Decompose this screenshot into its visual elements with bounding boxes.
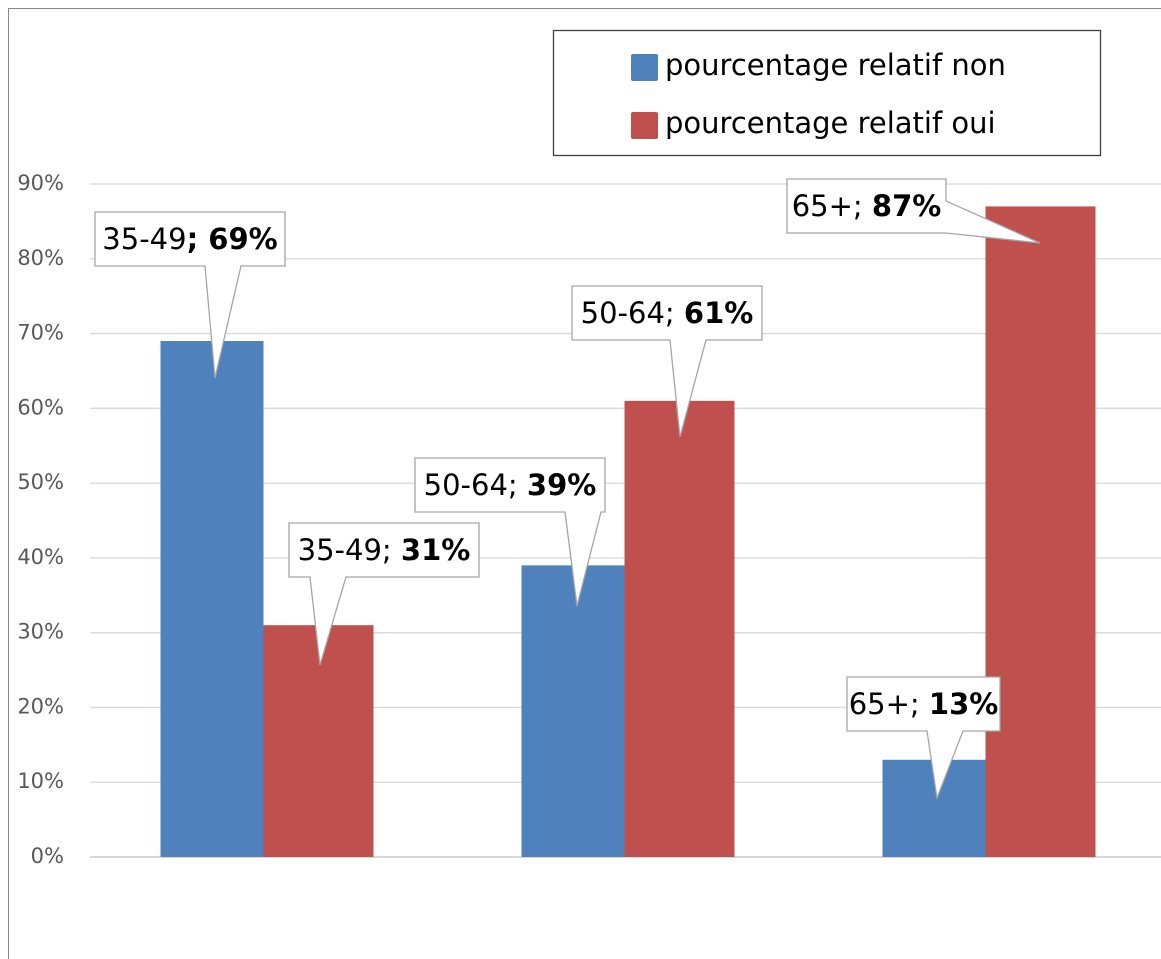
data-label-callout xyxy=(414,457,606,607)
data-label-category: 35-49 xyxy=(102,222,186,256)
data-label-separator: ; xyxy=(187,222,209,256)
legend-swatch xyxy=(631,54,658,81)
legend-swatch xyxy=(631,112,658,139)
y-tick-label: 60% xyxy=(17,395,64,419)
data-label-value: 61% xyxy=(684,296,753,330)
legend-label: pourcentage relatif oui xyxy=(665,106,996,140)
data-label-callout xyxy=(786,178,1041,244)
data-label-category: 50-64 xyxy=(581,296,665,330)
y-tick-label: 10% xyxy=(17,769,64,793)
bar xyxy=(263,625,374,857)
data-label-value: 39% xyxy=(527,468,596,502)
data-label-callout xyxy=(846,676,1001,801)
data-label-value: 13% xyxy=(929,687,998,721)
y-tick-label: 50% xyxy=(17,470,64,494)
data-label-category: 65+ xyxy=(849,687,910,721)
y-tick-label: 70% xyxy=(17,321,64,345)
data-label: 35-49; 69% xyxy=(102,222,277,256)
data-label-value: 69% xyxy=(208,222,277,256)
data-label-category: 65+ xyxy=(792,189,853,223)
data-label: 50-64; 39% xyxy=(424,468,597,502)
data-label: 65+; 87% xyxy=(792,189,942,223)
data-label-separator: ; xyxy=(382,533,401,567)
data-label: 50-64; 61% xyxy=(581,296,754,330)
data-label: 35-49; 31% xyxy=(298,533,471,567)
data-label-callout xyxy=(571,285,763,438)
bar xyxy=(160,341,264,857)
y-tick-label: 30% xyxy=(17,620,64,644)
bar xyxy=(521,565,625,857)
data-label: 65+; 13% xyxy=(849,687,999,721)
legend-label: pourcentage relatif non xyxy=(665,48,1006,82)
data-label-value: 87% xyxy=(872,189,941,223)
y-tick-label: 80% xyxy=(17,246,64,270)
bar xyxy=(624,400,735,857)
legend: pourcentage relatif non pourcentage relat… xyxy=(552,29,1102,157)
data-label-value: 31% xyxy=(401,533,470,567)
y-tick-label: 0% xyxy=(31,844,64,868)
data-label-separator: ; xyxy=(665,296,684,330)
bar xyxy=(985,206,1096,857)
y-tick-label: 40% xyxy=(17,545,64,569)
y-tick-label: 90% xyxy=(17,171,64,195)
data-label-category: 35-49 xyxy=(298,533,382,567)
data-label-separator: ; xyxy=(910,687,929,721)
y-tick-label: 20% xyxy=(17,694,64,718)
data-label-callout xyxy=(288,522,480,666)
data-label-category: 50-64 xyxy=(424,468,508,502)
data-label-separator: ; xyxy=(508,468,527,502)
data-label-separator: ; xyxy=(853,189,872,223)
data-label-callout xyxy=(94,211,286,379)
